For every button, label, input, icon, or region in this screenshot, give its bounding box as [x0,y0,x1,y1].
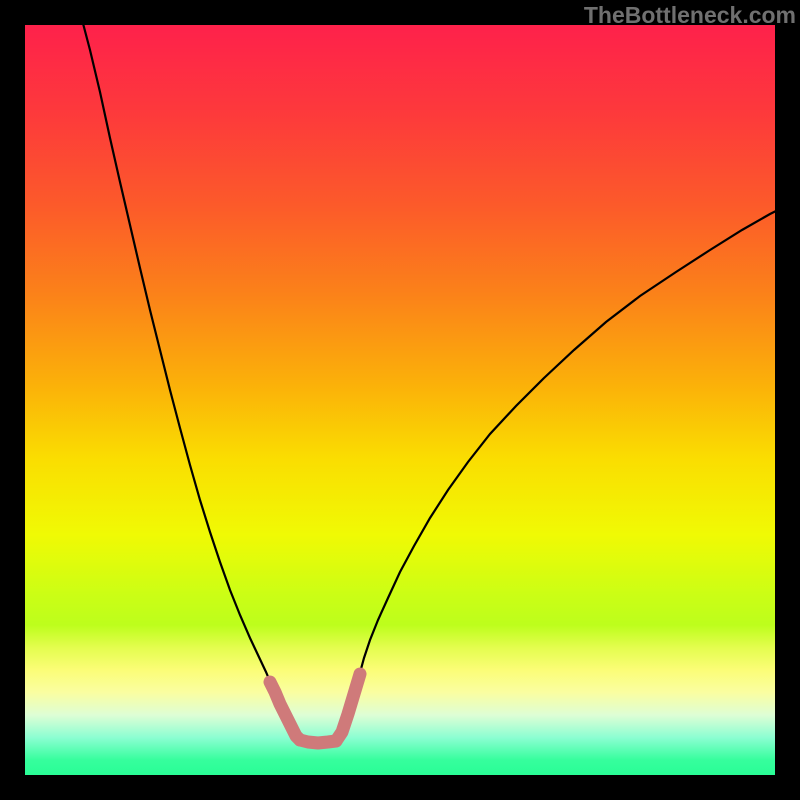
watermark-text: TheBottleneck.com [584,2,796,29]
plot-background [25,25,775,775]
chart-svg [0,0,800,800]
bottom-highlight [300,740,336,743]
chart-canvas: TheBottleneck.com [0,0,800,800]
